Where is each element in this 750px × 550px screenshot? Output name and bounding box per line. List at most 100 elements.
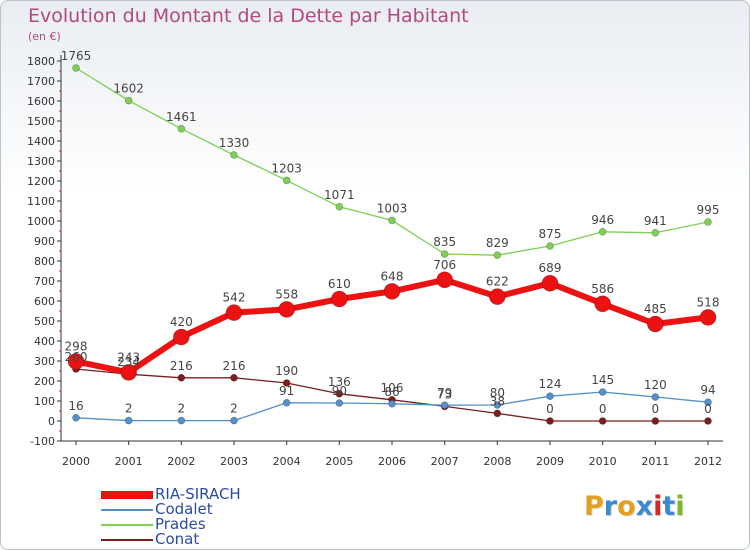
data-label: 995 bbox=[697, 203, 720, 217]
data-label: 875 bbox=[539, 227, 562, 241]
data-point bbox=[72, 413, 80, 422]
legend-label: Codalet bbox=[155, 500, 213, 518]
logo-letter: i bbox=[653, 491, 663, 522]
data-label: 610 bbox=[328, 277, 351, 291]
y-tick-label: 100 bbox=[34, 395, 55, 408]
data-point bbox=[230, 373, 238, 382]
legend-label: Conat bbox=[155, 530, 200, 548]
y-tick-label: 1500 bbox=[27, 115, 55, 128]
data-point bbox=[699, 309, 717, 326]
data-label: 622 bbox=[486, 275, 509, 289]
data-point bbox=[541, 274, 559, 292]
data-label: 243 bbox=[117, 350, 140, 364]
data-label: 91 bbox=[279, 384, 294, 398]
data-point bbox=[177, 373, 186, 382]
data-point bbox=[546, 392, 554, 401]
data-point bbox=[704, 218, 712, 226]
data-label: 2 bbox=[125, 402, 133, 416]
data-label: 0 bbox=[546, 402, 554, 416]
data-point bbox=[120, 364, 137, 381]
data-point bbox=[331, 290, 348, 308]
data-label: 941 bbox=[644, 214, 667, 228]
data-point bbox=[493, 409, 502, 418]
x-tick-label: 2008 bbox=[483, 455, 511, 468]
series-line-prades bbox=[75, 67, 709, 256]
data-label: 1203 bbox=[271, 161, 302, 175]
data-label: 1071 bbox=[324, 188, 355, 202]
data-label: 216 bbox=[223, 359, 246, 373]
legend-swatch bbox=[101, 509, 153, 511]
data-label: 16 bbox=[68, 399, 83, 413]
data-label: 1461 bbox=[166, 110, 197, 124]
y-tick-label: 400 bbox=[34, 335, 55, 348]
x-tick-label: 2009 bbox=[536, 455, 564, 468]
x-tick-label: 2000 bbox=[62, 455, 90, 468]
data-label: 420 bbox=[170, 315, 193, 329]
data-label: 90 bbox=[332, 384, 347, 398]
data-label: 946 bbox=[591, 213, 614, 227]
data-label: 835 bbox=[433, 235, 456, 249]
legend-swatch bbox=[101, 524, 153, 526]
chart-title: Evolution du Montant de la Dette par Hab… bbox=[28, 5, 469, 27]
data-point bbox=[598, 388, 607, 396]
data-label: 829 bbox=[486, 236, 509, 250]
x-tick-label: 2004 bbox=[273, 455, 301, 468]
x-tick-label: 2005 bbox=[325, 455, 353, 468]
y-tick-label: 0 bbox=[48, 415, 55, 428]
y-tick-label: 1100 bbox=[27, 195, 55, 208]
data-label: 120 bbox=[644, 378, 667, 392]
logo-letter: P bbox=[584, 491, 604, 522]
data-point bbox=[230, 151, 238, 159]
x-tick-label: 2001 bbox=[115, 455, 143, 468]
data-label: 1003 bbox=[377, 201, 408, 215]
data-label: 298 bbox=[65, 339, 88, 353]
y-tick-label: 1000 bbox=[27, 215, 55, 228]
x-tick-label: 2002 bbox=[167, 455, 195, 468]
y-tick-label: 300 bbox=[34, 355, 55, 368]
data-point bbox=[230, 416, 238, 425]
data-label: 0 bbox=[599, 402, 607, 416]
data-point bbox=[440, 401, 449, 410]
data-label: 1602 bbox=[113, 82, 144, 96]
data-point bbox=[173, 328, 190, 346]
data-point bbox=[388, 216, 396, 225]
data-point bbox=[546, 417, 554, 425]
data-point bbox=[647, 315, 664, 333]
data-label: 145 bbox=[591, 373, 614, 387]
data-point bbox=[651, 229, 660, 237]
logo-letter: r bbox=[603, 491, 618, 522]
data-point bbox=[177, 125, 186, 133]
data-label: 485 bbox=[644, 302, 667, 316]
data-point bbox=[598, 417, 607, 425]
y-tick-label: -100 bbox=[30, 435, 55, 448]
logo-letter: x bbox=[635, 491, 654, 522]
data-point bbox=[278, 301, 295, 318]
data-point bbox=[383, 283, 401, 300]
data-label: 0 bbox=[652, 402, 660, 416]
data-label: 1330 bbox=[219, 136, 250, 150]
data-label: 80 bbox=[490, 386, 505, 400]
data-label: 542 bbox=[223, 291, 246, 305]
x-tick-label: 2007 bbox=[431, 455, 459, 468]
y-tick-label: 800 bbox=[34, 255, 55, 268]
x-tick-label: 2011 bbox=[641, 455, 669, 468]
data-label: 518 bbox=[697, 295, 720, 309]
data-label: 1765 bbox=[61, 49, 92, 63]
x-tick-label: 2003 bbox=[220, 455, 248, 468]
y-tick-label: 600 bbox=[34, 295, 55, 308]
data-label: 2 bbox=[178, 402, 186, 416]
data-point bbox=[440, 250, 449, 258]
y-tick-label: 900 bbox=[34, 235, 55, 248]
data-point bbox=[704, 417, 712, 425]
data-label: 190 bbox=[275, 364, 298, 378]
legend-swatch bbox=[101, 539, 153, 541]
data-point bbox=[493, 401, 502, 409]
y-tick-label: 200 bbox=[34, 375, 55, 388]
data-label: 2 bbox=[230, 402, 238, 416]
data-label: 86 bbox=[384, 385, 399, 399]
y-tick-label: 1800 bbox=[27, 55, 55, 68]
data-point bbox=[67, 353, 85, 370]
y-tick-label: 1300 bbox=[27, 155, 55, 168]
data-label: 73 bbox=[437, 387, 452, 401]
x-tick-label: 2010 bbox=[589, 455, 617, 468]
